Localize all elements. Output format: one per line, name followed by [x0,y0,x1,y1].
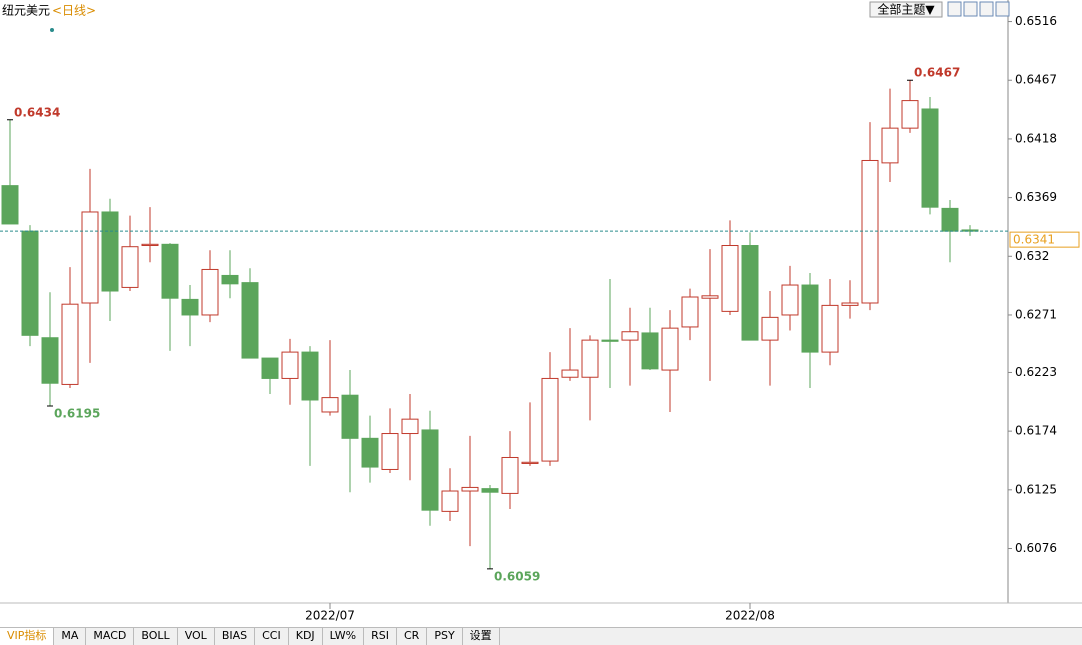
indicator-tab[interactable]: MA [54,628,87,645]
next-icon[interactable] [995,1,1010,17]
candle-body [761,316,779,341]
candle-body [941,207,959,232]
candle-body [641,332,659,370]
candle-body [141,243,159,247]
candle-body [81,211,99,304]
x-tick-label: 2022/07 [305,609,355,623]
candle-body [681,296,699,328]
candle-body [161,243,179,299]
candle-body [101,211,119,292]
last-price-label: 0.6341 [1013,233,1055,247]
y-tick-label: 0.6369 [1015,190,1057,204]
candle-body [841,302,859,306]
y-tick-label: 0.632 [1015,249,1049,263]
candle-body [781,284,799,316]
candle-body [61,303,79,385]
low-label: 0.6059 [494,569,540,583]
indicator-tab[interactable]: LW% [323,628,365,645]
zoom-in-icon[interactable] [947,1,962,17]
indicator-tab[interactable]: VIP指标 [0,628,55,645]
candle-body [881,127,899,164]
y-tick-label: 0.6516 [1015,14,1057,28]
candle-body [181,298,199,316]
candle-body [321,397,339,413]
period-label: <日线> [52,4,96,18]
candle-body [341,394,359,439]
candle-body [901,100,919,129]
candle-body [661,327,679,371]
candle-body [501,456,519,494]
indicator-tab[interactable]: KDJ [289,628,323,645]
last-price-box [1009,231,1080,248]
low-label: 0.6195 [54,406,100,420]
candle-body [241,282,259,359]
candle-body [461,486,479,492]
candle-body [441,490,459,512]
prev-icon[interactable] [979,1,994,17]
high-label: 0.6434 [14,105,60,119]
indicator-tab[interactable]: PSY [427,628,463,645]
indicator-tab[interactable]: BIAS [215,628,256,645]
candle-body [41,337,59,384]
y-tick-label: 0.6418 [1015,131,1057,145]
y-tick-label: 0.6174 [1015,424,1057,438]
indicator-tab[interactable]: CCI [255,628,289,645]
x-tick-label: 2022/08 [725,609,775,623]
candle-body [381,433,399,470]
candle-body [561,369,579,378]
candle-body [281,351,299,379]
candle-body [541,377,559,462]
candle-body [301,351,319,401]
candle-body [21,230,39,336]
y-tick-label: 0.6125 [1015,482,1057,496]
indicator-tab[interactable]: 设置 [463,628,500,645]
candle-body [861,159,879,304]
candle-body [1,185,19,225]
indicator-tab[interactable]: BOLL [134,628,178,645]
theme-button-label[interactable]: 全部主题▼ [877,2,935,17]
candle-body [801,284,819,353]
candle-body [581,339,599,378]
indicator-tab[interactable]: VOL [178,628,215,645]
candle-body [601,339,619,342]
indicator-tab[interactable]: MACD [86,628,135,645]
candle-body [481,488,499,493]
indicator-tabs: VIP指标 MA MACD BOLL VOL BIAS CCI KDJ LW% RSI CR PSY 设… [0,627,1082,645]
candle-body [821,304,839,353]
y-tick-label: 0.6223 [1015,365,1057,379]
candle-body [621,331,639,341]
candle-body [201,268,219,316]
indicator-tab[interactable]: RSI [364,628,397,645]
chart-title: 纽元美元 [2,4,50,18]
theme-button[interactable] [869,1,943,18]
y-tick-label: 0.6271 [1015,307,1057,321]
y-tick-label: 0.6467 [1015,73,1057,87]
marker-dot [50,28,54,32]
candle-body [701,295,719,299]
candle-body [261,357,279,379]
indicator-tab[interactable]: CR [397,628,428,645]
candle-body [521,461,539,464]
candle-body [121,246,139,288]
candle-body [221,274,239,285]
candle-body [361,437,379,468]
candle-body [721,245,739,312]
zoom-out-icon[interactable] [963,1,978,17]
high-label: 0.6467 [914,66,960,80]
y-tick-label: 0.6076 [1015,541,1057,555]
candle-body [401,418,419,435]
candle-body [921,108,939,208]
candle-body [741,245,759,341]
chart: 纽元美元 <日线> 全部主题▼ 0.6516 0.6467 0.6418 0.6369… [0,0,1082,623]
candle-body [421,429,439,511]
